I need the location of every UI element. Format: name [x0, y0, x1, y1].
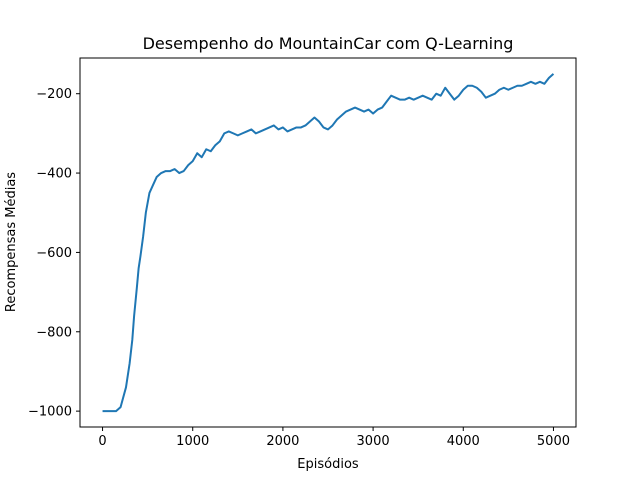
y-tick-label-4: −200	[36, 87, 72, 102]
y-tick-label-2: −600	[36, 246, 72, 261]
y-tick-label-1: −800	[36, 325, 72, 340]
x-axis-ticks: 0 1000 2000 3000 4000 5000	[98, 427, 570, 449]
x-tick-label-2: 2000	[266, 434, 299, 449]
x-tick-label-1: 1000	[176, 434, 209, 449]
series-line-0	[102, 73, 555, 413]
x-tick-label-3: 3000	[357, 434, 390, 449]
y-axis-ticks: −1000 −800 −600 −400 −200	[28, 87, 80, 420]
axes-frame	[79, 57, 577, 428]
x-tick-label-5: 5000	[537, 434, 570, 449]
y-tick-label-3: −400	[36, 167, 72, 182]
x-tick-label-0: 0	[98, 434, 106, 449]
chart-title: Desempenho do MountainCar com Q-Learning	[143, 34, 514, 53]
y-tick-label-0: −1000	[28, 405, 72, 420]
y-axis-label: Recompensas Médias	[4, 172, 19, 312]
x-tick-label-4: 4000	[447, 434, 480, 449]
x-axis-label: Episódios	[297, 457, 359, 472]
plot-area	[102, 73, 555, 413]
